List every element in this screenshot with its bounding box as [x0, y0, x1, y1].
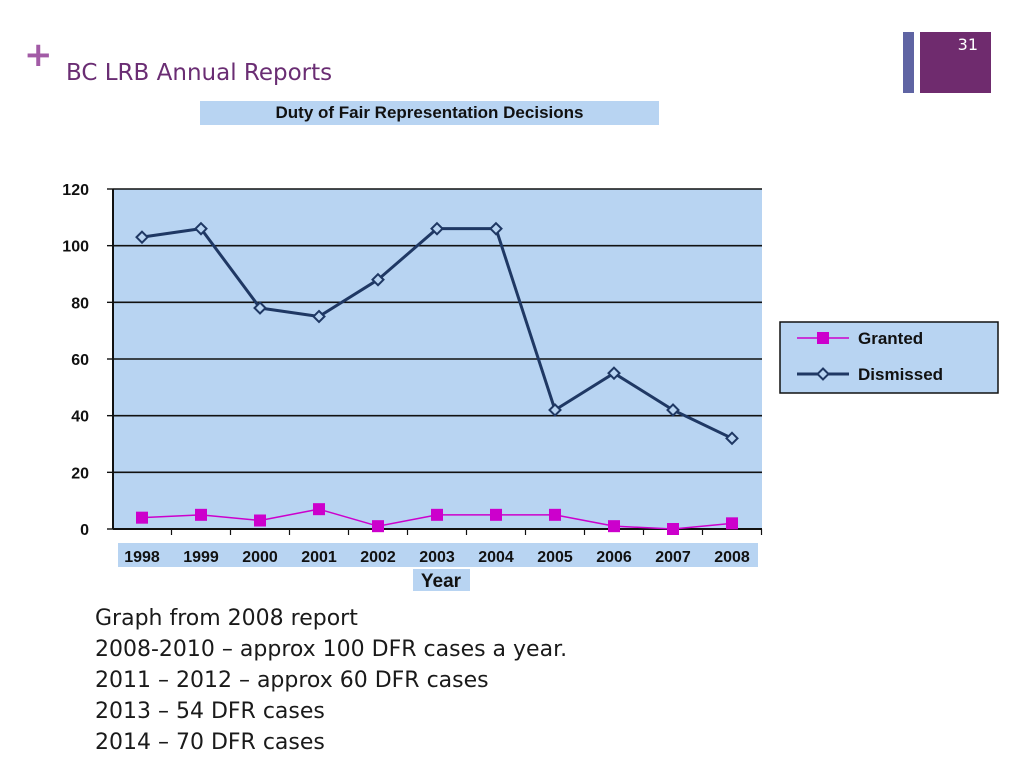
x-tick-label: 2000: [242, 549, 278, 566]
dismissed-point: [666, 403, 680, 417]
y-tick-label: 120: [62, 182, 89, 199]
granted-point: [490, 508, 502, 521]
note-line: 2014 – 70 DFR cases: [95, 730, 325, 755]
y-tick-label: 40: [71, 409, 89, 426]
dismissed-point: [194, 221, 208, 236]
dismissed-point: [607, 366, 621, 381]
x-tick-label: 2007: [655, 549, 691, 566]
dismissed-point: [371, 272, 385, 287]
granted-point: [313, 503, 325, 516]
dismissed-point: [489, 221, 503, 236]
x-label-band: [118, 543, 758, 567]
legend-dismissed-label: Dismissed: [858, 365, 943, 384]
granted-point: [667, 523, 679, 535]
granted-point: [254, 514, 266, 527]
y-tick-label: 20: [71, 465, 89, 482]
x-tick-label: 2006: [596, 549, 632, 566]
x-tick-label: 2008: [714, 549, 750, 566]
y-tick-label: 100: [62, 239, 89, 256]
y-tick-label: 80: [71, 295, 89, 312]
granted-point: [372, 520, 384, 533]
dismissed-point: [548, 403, 562, 417]
slide-number: 31: [957, 35, 978, 54]
dismissed-point: [135, 230, 149, 245]
note-line: 2008-2010 – approx 100 DFR cases a year.: [95, 637, 568, 662]
slide-notes: Graph from 2008 report 2008-2010 – appro…: [95, 603, 567, 758]
y-tick-label: 60: [71, 352, 89, 369]
note-line: 2013 – 54 DFR cases: [95, 699, 325, 724]
x-tick-label: 2001: [301, 549, 337, 566]
line-chart: 0 20 40 60 80 100 120 1998 1999 2000 2001 2002 2003 2…: [62, 182, 999, 592]
chart-title: Duty of Fair Representation Decisions: [275, 103, 584, 122]
note-line: Graph from 2008 report: [95, 606, 358, 631]
x-tick-label: 1998: [124, 549, 160, 566]
legend-granted-label: Granted: [858, 329, 923, 348]
legend-box: [779, 321, 999, 394]
x-axis-title: Year: [421, 571, 462, 592]
granted-point: [726, 517, 738, 530]
chart-title-background: [200, 101, 659, 125]
x-tick-label: 1999: [183, 549, 219, 566]
legend-granted-marker: [817, 332, 829, 344]
granted-point: [136, 511, 148, 524]
x-axis-title-band: [413, 569, 470, 591]
dismissed-point: [253, 301, 267, 315]
legend-dismissed-marker: [816, 367, 830, 381]
granted-point: [549, 508, 561, 521]
x-tick-label: 2004: [478, 549, 514, 566]
x-tick-label: 2002: [360, 549, 396, 566]
x-tick-label: 2005: [537, 549, 573, 566]
granted-point: [431, 508, 443, 521]
dismissed-point: [725, 431, 739, 446]
granted-point: [608, 520, 620, 533]
slide-number-accent-bar: [903, 32, 914, 93]
note-line: 2011 – 2012 – approx 60 DFR cases: [95, 668, 489, 693]
y-tick-label: 0: [80, 522, 89, 539]
slide-title: BC LRB Annual Reports: [66, 60, 333, 86]
granted-point: [195, 508, 207, 521]
slide-number-box: [920, 32, 991, 93]
dismissed-point: [312, 309, 326, 324]
plus-icon: +: [24, 35, 53, 75]
x-tick-label: 2003: [419, 549, 455, 566]
dismissed-point: [430, 221, 444, 236]
